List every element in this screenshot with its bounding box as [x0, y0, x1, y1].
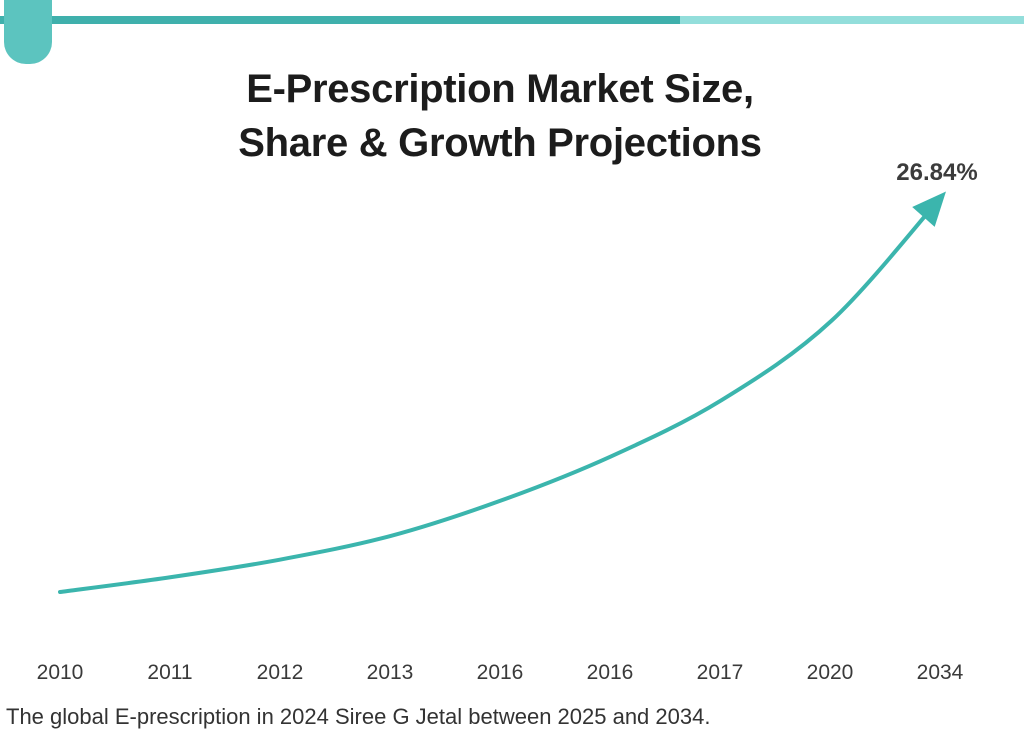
top-accent-bar-light [680, 16, 1024, 24]
x-tick-label: 2016 [587, 661, 634, 684]
x-tick-label: 2020 [807, 661, 854, 684]
chart-title-line-2: Share & Growth Projections [238, 121, 762, 165]
x-tick-label: 2010 [37, 661, 84, 684]
x-tick-label: 2013 [367, 661, 414, 684]
end-value-label: 26.84% [896, 159, 977, 186]
chart-footnote: The global E-prescription in 2024 Siree … [6, 704, 711, 729]
x-tick-label: 2016 [477, 661, 524, 684]
x-tick-label: 2011 [147, 661, 192, 684]
top-tab-decoration [4, 0, 52, 64]
arrow-head-icon [912, 191, 946, 227]
x-tick-label: 2012 [257, 661, 304, 684]
top-accent-bar [0, 16, 680, 24]
x-tick-label: 2034 [917, 661, 964, 684]
series-line [58, 194, 944, 594]
chart-title-line-1: E-Prescription Market Size, [246, 67, 754, 111]
chart-title: E-Prescription Market Size, Share & Grow… [0, 62, 1000, 170]
x-tick-label: 2017 [697, 661, 744, 684]
